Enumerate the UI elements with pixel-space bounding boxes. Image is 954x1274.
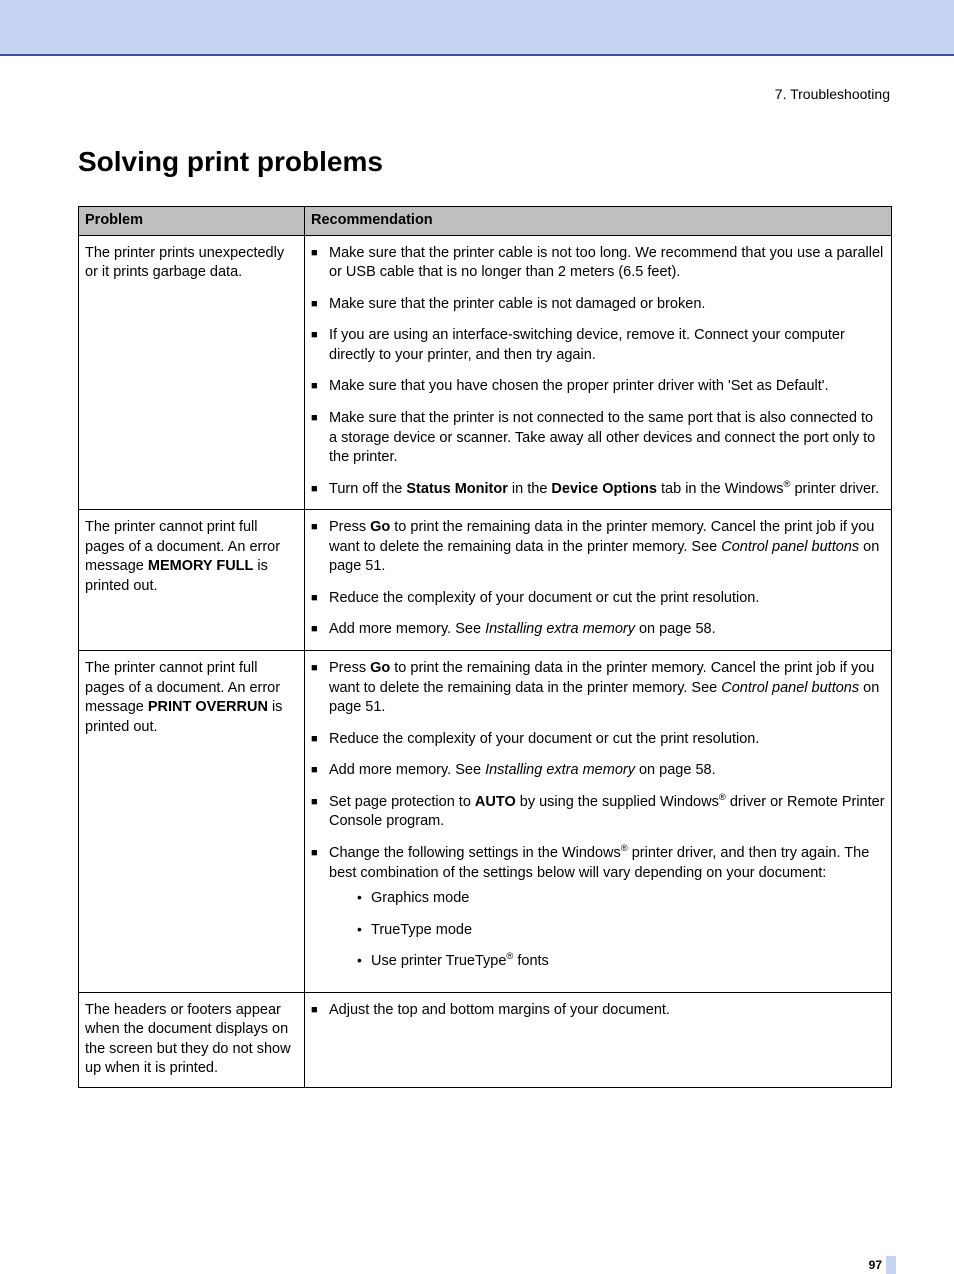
recommendation-item: Add more memory. See Installing extra me… xyxy=(311,759,885,783)
table-header-row: Problem Recommendation xyxy=(79,207,892,236)
problem-cell: The printer cannot print full pages of a… xyxy=(79,510,305,651)
side-tab-marker xyxy=(886,1256,896,1274)
recommendation-list: Adjust the top and bottom margins of you… xyxy=(311,999,885,1023)
recommendation-item: Reduce the complexity of your document o… xyxy=(311,728,885,752)
page-content: 7. Troubleshooting Solving print problem… xyxy=(0,56,954,1088)
recommendation-cell: Press Go to print the remaining data in … xyxy=(305,510,892,651)
recommendation-item: Turn off the Status Monitor in the Devic… xyxy=(311,478,885,502)
top-header-bar xyxy=(0,0,954,54)
recommendation-sublist: Graphics mode TrueType mode Use printer Tr… xyxy=(329,887,885,974)
page-number: 97 xyxy=(869,1258,882,1272)
table-row: The headers or footers appear when the d… xyxy=(79,992,892,1087)
recommendation-item: If you are using an interface-switching … xyxy=(311,324,885,367)
troubleshooting-table: Problem Recommendation The printer print… xyxy=(78,206,892,1088)
table-row: The printer cannot print full pages of a… xyxy=(79,651,892,993)
recommendation-item: Make sure that you have chosen the prope… xyxy=(311,375,885,399)
page-title: Solving print problems xyxy=(78,146,892,178)
recommendation-subitem: Use printer TrueType® fonts xyxy=(357,950,885,974)
table-row: The printer cannot print full pages of a… xyxy=(79,510,892,651)
recommendation-item: Adjust the top and bottom margins of you… xyxy=(311,999,885,1023)
page-footer: 97 xyxy=(0,1248,954,1272)
col-header-problem: Problem xyxy=(79,207,305,236)
recommendation-list: Press Go to print the remaining data in … xyxy=(311,516,885,642)
recommendation-subitem: Graphics mode xyxy=(357,887,885,911)
chapter-label: 7. Troubleshooting xyxy=(78,86,890,102)
recommendation-item: Make sure that the printer cable is not … xyxy=(311,293,885,317)
recommendation-item: Press Go to print the remaining data in … xyxy=(311,657,885,720)
recommendation-item: Change the following settings in the Win… xyxy=(311,842,885,984)
recommendation-cell: Adjust the top and bottom margins of you… xyxy=(305,992,892,1087)
recommendation-item: Make sure that the printer is not connec… xyxy=(311,407,885,470)
recommendation-cell: Press Go to print the remaining data in … xyxy=(305,651,892,993)
problem-cell: The printer prints unexpectedly or it pr… xyxy=(79,235,305,510)
recommendation-list: Press Go to print the remaining data in … xyxy=(311,657,885,984)
recommendation-list: Make sure that the printer cable is not … xyxy=(311,242,885,502)
problem-cell: The headers or footers appear when the d… xyxy=(79,992,305,1087)
table-row: The printer prints unexpectedly or it pr… xyxy=(79,235,892,510)
recommendation-item: Press Go to print the remaining data in … xyxy=(311,516,885,579)
recommendation-item: Reduce the complexity of your document o… xyxy=(311,587,885,611)
recommendation-item: Add more memory. See Installing extra me… xyxy=(311,618,885,642)
col-header-recommendation: Recommendation xyxy=(305,207,892,236)
recommendation-item: Make sure that the printer cable is not … xyxy=(311,242,885,285)
problem-cell: The printer cannot print full pages of a… xyxy=(79,651,305,993)
recommendation-cell: Make sure that the printer cable is not … xyxy=(305,235,892,510)
recommendation-item: Set page protection to AUTO by using the… xyxy=(311,791,885,834)
recommendation-subitem: TrueType mode xyxy=(357,919,885,943)
